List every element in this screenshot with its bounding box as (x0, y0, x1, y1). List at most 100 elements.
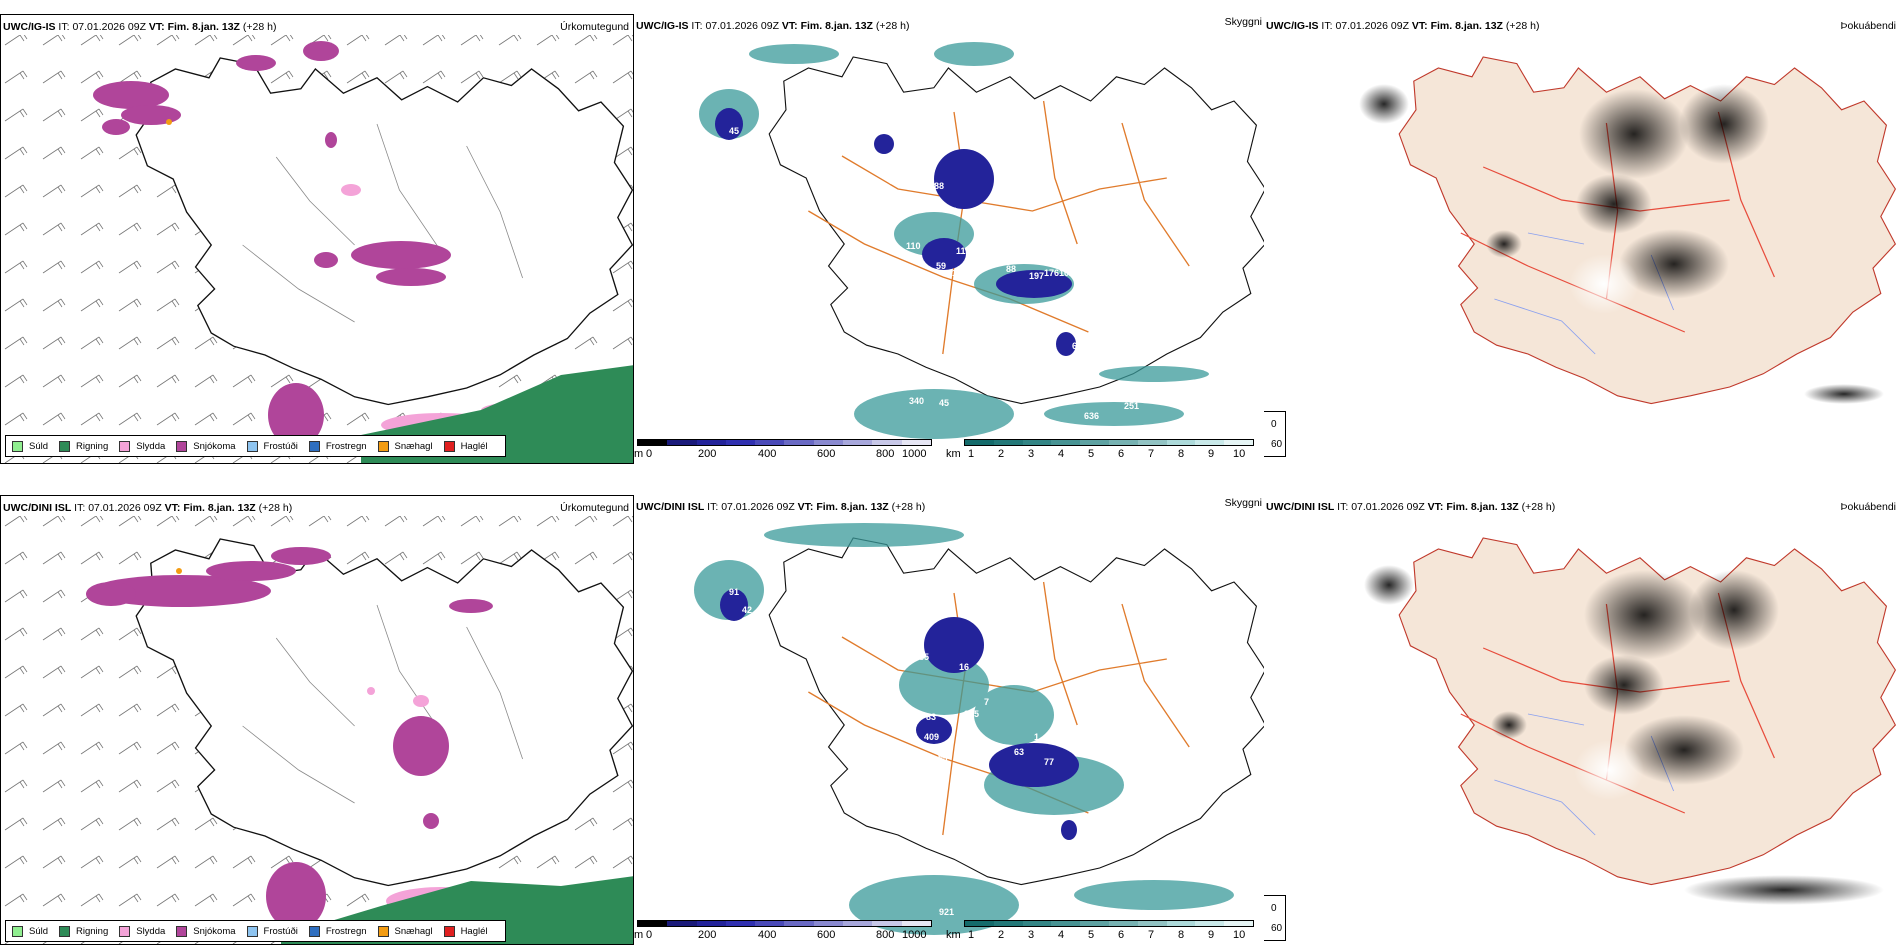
colorbar-segment (901, 921, 931, 926)
colorbar-segment (696, 440, 726, 445)
swatch-freezing-drizzle (246, 925, 258, 937)
fog-panel-bottom: UWC/DINI ISL IT: 07.01.2026 09Z VT: Fim.… (1264, 495, 1900, 945)
cloud-base-value: 251 (1124, 401, 1139, 411)
cloud-base-value: 899 (1209, 912, 1224, 922)
cloud-base-value: 258 (1029, 597, 1044, 607)
cloud-base-value: 81 (889, 176, 899, 186)
colorbar-segment (1137, 440, 1167, 445)
ceiling-unit: m (634, 448, 644, 460)
cloud-base-value: 888 (784, 592, 799, 602)
colorbar-segment (667, 921, 697, 926)
swatch-snow (176, 440, 188, 452)
colorbar-segment (872, 921, 902, 926)
colorbar-segment (638, 921, 668, 926)
visibility-unit: km (946, 929, 961, 941)
colorbar-segment (1080, 921, 1109, 926)
cloud-base-value: 88 (1006, 264, 1016, 274)
cloud-base-value: 91 (729, 587, 739, 597)
cloud-base-value: 88 (934, 181, 944, 191)
visibility-unit: km (946, 448, 961, 460)
cloud-base-value: 10 (894, 196, 904, 206)
swatch-drizzle (12, 440, 23, 452)
cloud-base-value: 155 (974, 254, 989, 264)
legend-item: Snjókoma (176, 925, 236, 937)
panel-title: UWC/DINI ISL IT: 07.01.2026 09Z VT: Fim.… (3, 502, 293, 514)
colorbar-segment (1195, 921, 1225, 926)
colorbar-segment (725, 440, 756, 445)
fog-map (1364, 537, 1896, 905)
colorbar-segment (667, 440, 697, 445)
cloud-base-value: 305 (964, 709, 979, 719)
cloud-base-value: 77 (1044, 757, 1054, 767)
cloud-base-value: 1 (1034, 732, 1039, 742)
cloud-base-value: 102 (1059, 268, 1074, 278)
cloud-base-value: 59 (936, 261, 946, 271)
legend-item: Súld (12, 440, 48, 452)
panel-title: UWC/DINI ISL IT: 07.01.2026 09Z VT: Fim.… (636, 501, 926, 513)
cloud-base-value: 921 (939, 907, 954, 917)
cloud-base-value: 85 (919, 652, 929, 662)
swatch-hail (443, 925, 455, 937)
colorbar-segment (1195, 440, 1225, 445)
panel-title: UWC/IG-IS IT: 07.01.2026 09Z VT: Fim. 8.… (636, 20, 910, 32)
legend-item: Haglél (443, 925, 488, 937)
colorbar-segment (965, 921, 994, 926)
cloud-base-value: 340 (909, 396, 924, 406)
colorbar-segment (1224, 440, 1253, 445)
swatch-freezing-rain (308, 925, 320, 937)
panel-type-label: Þokuábendi (1840, 20, 1896, 32)
legend-item: Snæhagl (377, 925, 433, 937)
fog-legend: 0 60 (1264, 895, 1286, 941)
ceiling-colorbar (637, 920, 932, 927)
legend-item: Frostregn (308, 925, 367, 937)
legend-item: Frostregn (308, 440, 367, 452)
cloud-base-value: 820 (1034, 622, 1049, 632)
precip-map (1, 516, 633, 944)
cloud-base-value: 409 (924, 732, 939, 742)
colorbar-segment (1166, 921, 1196, 926)
swatch-sleet (119, 440, 131, 452)
visibility-scale: km 1 2 3 4 5 6 7 8 9 10 (946, 439, 1256, 464)
ceiling-areas (720, 589, 1079, 840)
visibility-colorbar (964, 439, 1254, 446)
cloud-base-value: 45 (939, 398, 949, 408)
panel-title: UWC/IG-IS IT: 07.01.2026 09Z VT: Fim. 8.… (3, 21, 277, 33)
cloud-base-value: 96 (969, 216, 979, 226)
precip-panel-bottom: UWC/DINI ISL IT: 07.01.2026 09Z VT: Fim.… (0, 495, 634, 945)
ceiling-scale: m 0 200 400 600 800 1000 (634, 439, 934, 464)
colorbar-segment (784, 921, 814, 926)
colorbar-segment (843, 921, 873, 926)
cloud-base-value: 81 (1079, 824, 1089, 834)
fog-blobs (1364, 565, 1884, 905)
cloud-base-value: 891 (1034, 136, 1049, 146)
legend-item: Haglél (443, 440, 488, 452)
cloud-base-value: 17 (924, 617, 934, 627)
colorbar-segment (1080, 440, 1109, 445)
panel-type-label: Skyggni (1224, 497, 1262, 509)
swatch-freezing-rain (308, 440, 320, 452)
cloud-base-value: 2 (774, 111, 779, 121)
colorbar-segment (755, 440, 785, 445)
cloud-base-value: 63 (1014, 747, 1024, 757)
fog-legend: 0 60 (1264, 411, 1286, 457)
cloud-base-value: 273 (1214, 421, 1229, 431)
panel-type-label: Úrkomutegund (560, 21, 629, 33)
legend-item: Snjókoma (176, 440, 236, 452)
colorbar-segment (843, 440, 873, 445)
ceiling-unit: m (634, 929, 644, 941)
visibility-colorbar (964, 920, 1254, 927)
snow-areas (93, 41, 451, 447)
cloud-base-value: 110 (906, 241, 921, 251)
cloud-base-value: 91 (896, 151, 906, 161)
colorbar-segment (696, 921, 726, 926)
colorbar-segment (1108, 440, 1138, 445)
panel-title: UWC/DINI ISL IT: 07.01.2026 09Z VT: Fim.… (1266, 501, 1556, 513)
visibility-scale: km 1 2 3 4 5 6 7 8 9 10 (946, 920, 1256, 945)
swatch-freezing-drizzle (246, 440, 258, 452)
cloud-base-value: 99 (882, 622, 892, 632)
panel-type-label: Skyggni (1224, 16, 1262, 28)
cloud-base-value: 83 (926, 712, 936, 722)
swatch-snow-pellets (377, 925, 389, 937)
colorbar-segment (1051, 921, 1081, 926)
